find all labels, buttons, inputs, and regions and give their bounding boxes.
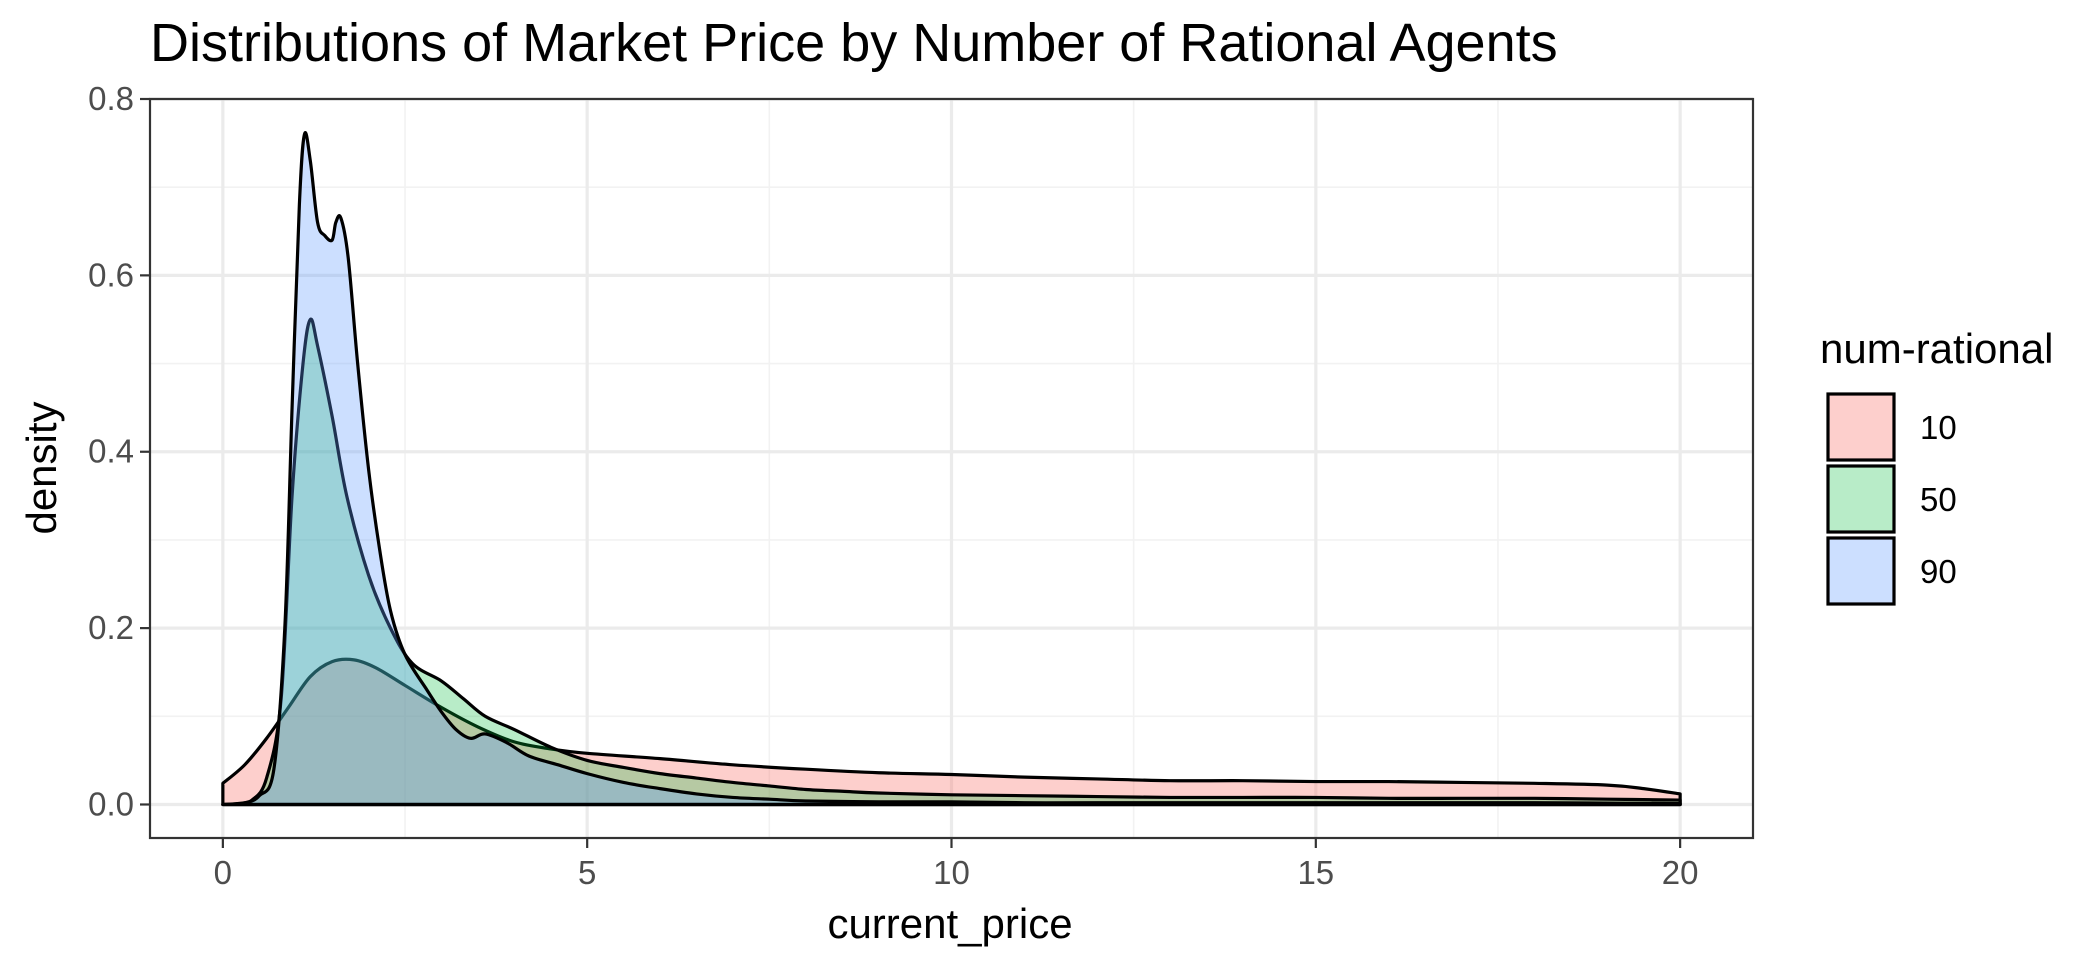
legend-items: 10 50 90 [1826, 392, 1957, 606]
y-tick-label: 0.6 [88, 256, 134, 293]
x-tick-label: 20 [1662, 854, 1699, 891]
y-axis: 0.0 0.2 0.4 0.6 0.8 [88, 80, 150, 822]
chart-title: Distributions of Market Price by Number … [150, 13, 1558, 73]
y-tick-label: 0.0 [88, 785, 134, 822]
y-axis-title: density [18, 401, 65, 534]
x-tick-label: 5 [578, 854, 596, 891]
density-areas [221, 131, 1682, 807]
x-axis-title: current_price [827, 900, 1072, 947]
legend-key-background [1828, 538, 1894, 604]
legend-key-background [1828, 394, 1894, 460]
legend: num-rational 10 50 90 [1820, 325, 2053, 606]
legend-key-10 [1826, 392, 1896, 462]
density-area-90 [221, 131, 1682, 807]
y-tick-label: 0.8 [88, 80, 134, 117]
legend-label-10: 10 [1920, 409, 1957, 446]
x-tick-label: 10 [933, 854, 970, 891]
x-axis: 0 5 10 15 20 [214, 838, 1699, 891]
density-area-10 [221, 657, 1682, 807]
legend-key-background [1828, 466, 1894, 532]
legend-label-90: 90 [1920, 553, 1957, 590]
legend-key-50 [1826, 464, 1896, 534]
x-tick-label: 0 [214, 854, 232, 891]
legend-label-50: 50 [1920, 481, 1957, 518]
y-tick-label: 0.4 [88, 433, 134, 470]
legend-title: num-rational [1820, 325, 2053, 372]
density-area-50 [221, 317, 1682, 807]
y-tick-label: 0.2 [88, 609, 134, 646]
plot-panel [148, 97, 1755, 840]
legend-key-90 [1826, 536, 1896, 606]
x-tick-label: 15 [1297, 854, 1334, 891]
